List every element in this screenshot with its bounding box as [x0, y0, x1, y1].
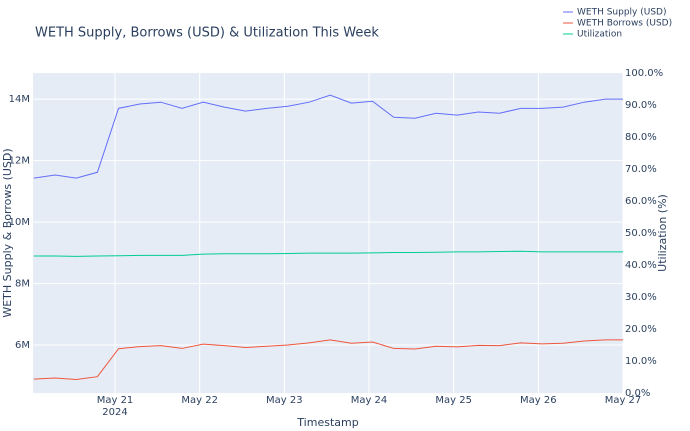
x-tick-label: May 24	[350, 395, 388, 406]
series-line	[33, 250, 623, 257]
y-axis-title: WETH Supply & Borrows (USD)	[1, 148, 14, 317]
chart-title: WETH Supply, Borrows (USD) & Utilization…	[35, 26, 379, 41]
y2-tick-label: 0.0%	[625, 388, 650, 399]
y2-tick-label: 20.0%	[625, 324, 657, 335]
y2-tick-label: 40.0%	[625, 260, 657, 271]
y2-tick-label: 100.0%	[625, 68, 663, 79]
y2-tick-label: 50.0%	[625, 228, 657, 239]
x-tick-label: May 21 2024	[96, 395, 134, 418]
x-tick-label: May 23	[266, 395, 303, 406]
x-tick-label: May 26	[520, 395, 557, 406]
series-line	[33, 339, 623, 380]
y-tick-label: 6M	[15, 340, 30, 351]
y2-tick-label: 90.0%	[625, 100, 657, 111]
y2-tick-label: 70.0%	[625, 164, 657, 175]
y2-tick-label: 80.0%	[625, 132, 657, 143]
y2-tick-label: 60.0%	[625, 196, 657, 207]
y2-axis-title: Utilization (%)	[656, 194, 669, 272]
y-tick-label: 8M	[15, 279, 30, 290]
x-axis-title: Timestamp	[296, 416, 358, 429]
x-tick-label: May 22	[181, 395, 218, 406]
legend-label: WETH Supply (USD)	[577, 8, 667, 18]
x-tick-label: May 25	[435, 395, 472, 406]
y-tick-label: 14M	[9, 94, 30, 105]
legend-label: Utilization	[577, 30, 622, 40]
y-tick-label: 10M	[9, 217, 30, 228]
series-line	[33, 94, 623, 179]
x-tick-label: May 27	[604, 395, 642, 406]
y-tick-label: 12M	[9, 156, 30, 167]
y2-tick-label: 30.0%	[625, 292, 657, 303]
y2-tick-label: 10.0%	[625, 356, 657, 367]
legend-label: WETH Borrows (USD)	[577, 19, 672, 29]
